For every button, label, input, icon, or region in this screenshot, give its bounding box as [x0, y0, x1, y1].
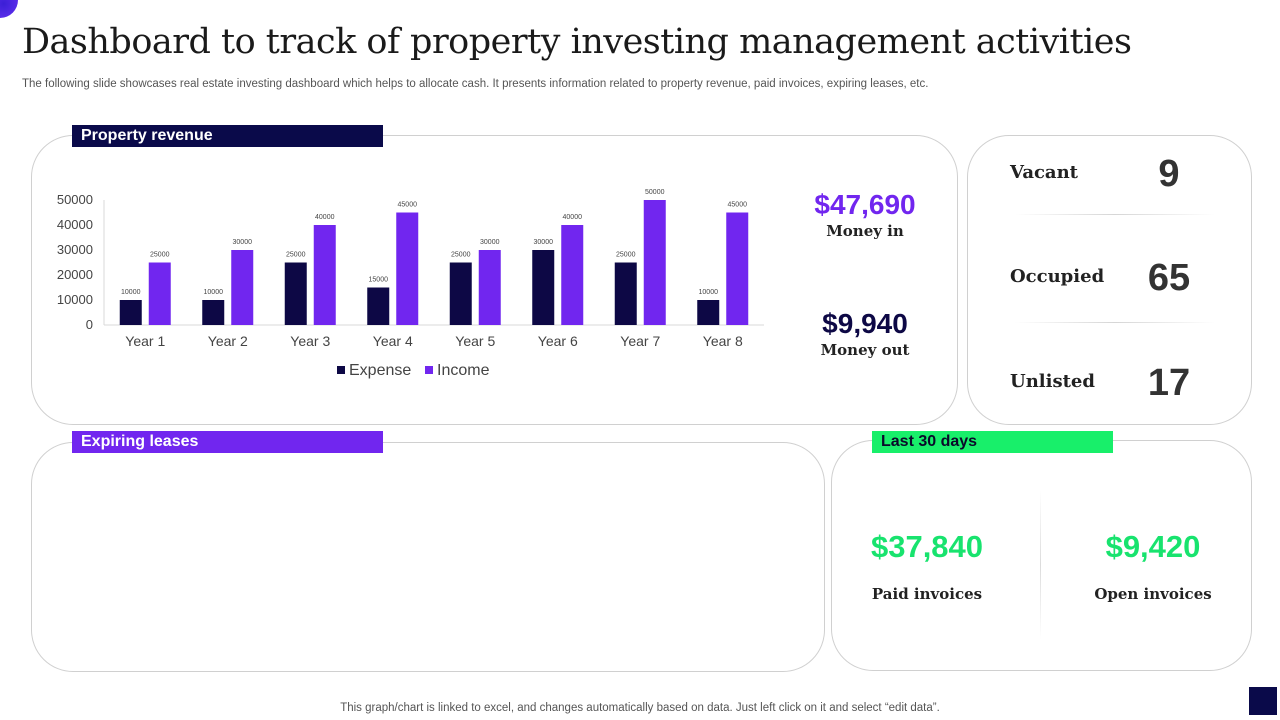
property-status-card	[967, 135, 1252, 425]
property-revenue-card	[31, 135, 958, 425]
vacant-label: Vacant	[1010, 162, 1079, 183]
last-30-days-label: Last 30 days	[872, 431, 1113, 453]
invoices-divider	[1040, 490, 1041, 640]
corner-decoration	[0, 0, 18, 18]
corner-square	[1249, 687, 1277, 715]
status-divider	[1015, 214, 1215, 215]
property-revenue-label: Property revenue	[72, 125, 383, 147]
unlisted-label: Unlisted	[1010, 371, 1095, 392]
page-subtitle: The following slide showcases real estat…	[22, 78, 929, 90]
money-in-value: $47,690	[814, 189, 916, 220]
footer-note: This graph/chart is linked to excel, and…	[340, 702, 940, 714]
expiring-leases-label: Expiring leases	[72, 431, 383, 453]
paid-invoices-label: Paid invoices	[871, 585, 983, 603]
money-out-value: $9,940	[822, 308, 908, 339]
vacant-value: 9	[1158, 153, 1180, 195]
unlisted-value: 17	[1147, 362, 1191, 404]
invoices-card	[831, 440, 1252, 671]
occupied-value: 65	[1147, 257, 1191, 299]
paid-invoices-value: $37,840	[870, 529, 984, 564]
open-invoices-value: $9,420	[1105, 529, 1201, 564]
page-title: Dashboard to track of property investing…	[22, 22, 1132, 62]
open-invoices-label: Open invoices	[1094, 585, 1212, 603]
expiring-leases-card	[31, 442, 825, 672]
money-out-label: Money out	[820, 341, 910, 359]
occupied-label: Occupied	[1010, 266, 1105, 287]
status-divider	[1015, 322, 1215, 323]
money-in-label: Money in	[826, 222, 904, 240]
